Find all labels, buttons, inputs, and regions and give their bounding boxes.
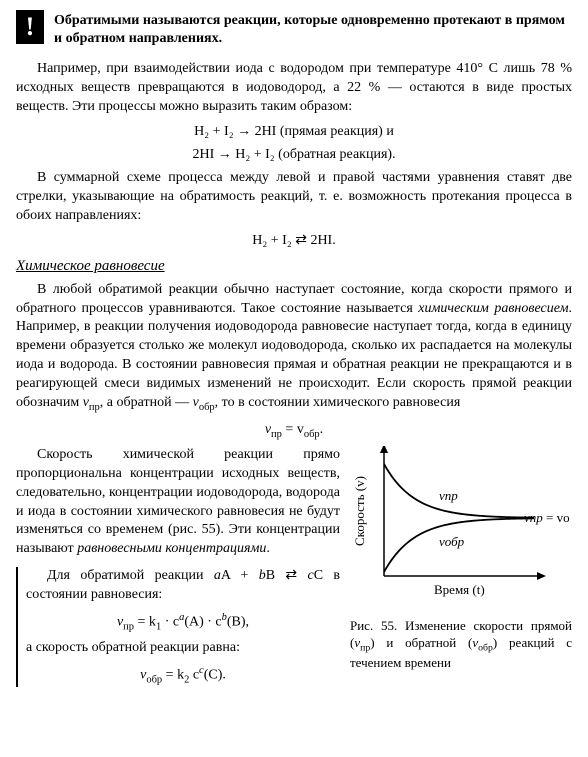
bar-e: B ⇄	[266, 568, 308, 583]
p3-sub-obr: обр	[199, 402, 215, 413]
p4-a: Скорость химической реакции прямо пропор…	[16, 447, 340, 556]
bar-para-2: а скорость обратной реакции равна:	[26, 639, 340, 658]
definition-text: Обратимыми называются реакции, которые о…	[54, 12, 572, 48]
cap-sub-pr: пр	[360, 642, 370, 653]
p3-e: , а обратной —	[100, 395, 193, 410]
paragraph-1: Например, при взаимодействии иода с водо…	[16, 60, 572, 117]
svg-text:vобр: vобр	[439, 534, 465, 549]
bar-d: b	[259, 568, 266, 583]
eq5-sub-obr: обр	[146, 674, 162, 685]
eq3-dot: .	[320, 422, 324, 437]
paragraph-2: В суммарной схеме процесса между левой и…	[16, 169, 572, 226]
eq4-e: (B),	[227, 615, 249, 630]
exclamation-icon: !	[16, 10, 44, 44]
paragraph-4: Скорость химической реакции прямо пропор…	[16, 446, 340, 559]
svg-text:Время (t): Время (t)	[434, 582, 485, 597]
bar-para-1: Для обратимой реакции aA + bB ⇄ cC в сос…	[26, 567, 340, 605]
eq4-b: = k	[134, 615, 156, 630]
svg-text:Скорость (v): Скорость (v)	[352, 476, 367, 546]
eq4-d: (A) · c	[184, 615, 221, 630]
boxed-section: Для обратимой реакции aA + bB ⇄ cC в сос…	[16, 567, 340, 687]
p3-sub-pr: пр	[89, 402, 100, 413]
eq4-c: · c	[161, 615, 179, 630]
p4-b: равновесными концентрациями	[77, 541, 266, 556]
equation-4: vпр = k1 · ca(A) · cb(B),	[26, 611, 340, 635]
bar-b: a	[214, 568, 221, 583]
eq3-eq: = v	[282, 422, 304, 437]
paragraph-3: В любой обратимой реакции обычно наступа…	[16, 281, 572, 415]
equation-5: vобр = k2 cc(C).	[26, 664, 340, 688]
equation-1b: 2HI → H₂ + I₂ (обратная реакция).	[16, 146, 572, 165]
figure-caption: Рис. 55. Изменение скорости прямой (vпр)…	[350, 618, 572, 672]
eq5-c: c	[189, 667, 199, 682]
svg-text:vпр: vпр	[439, 488, 458, 503]
p3-g: , то в состоянии химического равновесия	[215, 395, 461, 410]
figure-55-chart: vпр vобр vпр = vобр Скорость (v) Время (t)	[350, 446, 570, 616]
definition-box: ! Обратимыми называются реакции, которые…	[16, 12, 572, 48]
eq4-sub-pr: пр	[123, 622, 134, 633]
bar-c: A +	[221, 568, 259, 583]
equation-3: vпр = vобр.	[16, 421, 572, 442]
cap-sub-obr: обр	[478, 642, 493, 653]
svg-text:vпр = vобр: vпр = vобр	[524, 510, 570, 525]
eq5-d: (C).	[204, 667, 226, 682]
cap-c: ) и обратной (	[370, 635, 472, 650]
section-heading: Химическое равновесие	[16, 256, 572, 276]
eq5-b: = k	[162, 667, 184, 682]
eq3-sub2: обр	[304, 429, 320, 440]
equation-2: H₂ + I₂ ⇄ 2HI.	[16, 232, 572, 251]
p4-c: .	[266, 541, 270, 556]
equation-1a: H₂ + I₂ → 2HI (прямая реакция) и	[16, 123, 572, 142]
bar-a: Для обратимой реакции	[47, 568, 214, 583]
p3-c: . Например, в реакции получения иодоводо…	[16, 301, 572, 410]
eq3-sub1: пр	[271, 429, 282, 440]
p3-b: химическим равновесием	[418, 301, 568, 316]
